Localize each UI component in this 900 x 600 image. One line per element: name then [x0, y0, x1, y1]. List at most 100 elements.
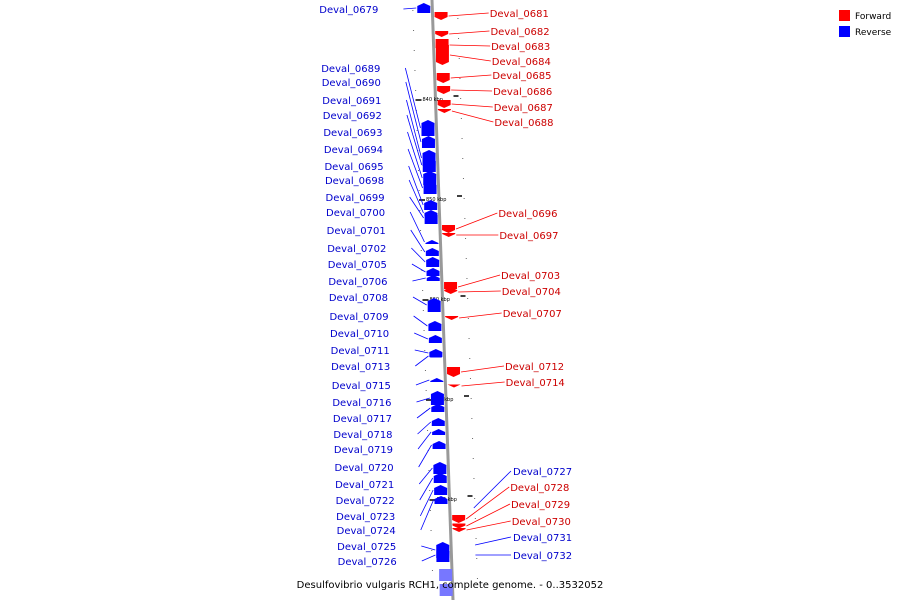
reverse-gene-label[interactable]: Deval_0731 [513, 533, 572, 544]
forward-gene-label[interactable]: Deval_0682 [490, 27, 549, 38]
reverse-gene[interactable] [425, 248, 439, 256]
forward-gene-label[interactable]: Deval_0684 [492, 57, 551, 68]
reverse-gene[interactable] [433, 462, 447, 474]
forward-gene[interactable] [452, 515, 466, 523]
forward-gene-label[interactable]: Deval_0728 [510, 483, 569, 494]
reverse-gene-label[interactable]: Deval_0721 [335, 480, 394, 491]
forward-gene-label[interactable]: Deval_0707 [503, 309, 562, 320]
reverse-gene[interactable] [426, 275, 440, 281]
reverse-gene[interactable] [439, 584, 453, 596]
reverse-gene[interactable] [433, 473, 447, 483]
reverse-gene[interactable] [417, 3, 431, 13]
reverse-gene[interactable] [439, 569, 453, 581]
reverse-gene[interactable] [424, 212, 438, 224]
forward-gene-label[interactable]: Deval_0681 [490, 9, 549, 20]
reverse-gene-label[interactable]: Deval_0701 [327, 226, 386, 237]
forward-gene[interactable] [435, 31, 449, 37]
reverse-gene[interactable] [428, 335, 442, 343]
reverse-gene[interactable] [426, 268, 440, 276]
forward-gene-label[interactable]: Deval_0688 [494, 118, 553, 129]
reverse-gene-label[interactable]: Deval_0694 [324, 145, 383, 156]
forward-gene[interactable] [444, 282, 458, 292]
reverse-gene[interactable] [432, 441, 446, 449]
reverse-gene-label[interactable]: Deval_0679 [319, 5, 378, 16]
reverse-gene-label[interactable]: Deval_0700 [326, 208, 385, 219]
forward-gene[interactable] [437, 109, 451, 113]
reverse-gene[interactable] [430, 391, 444, 405]
forward-gene[interactable] [445, 316, 459, 320]
reverse-gene-label[interactable]: Deval_0692 [323, 111, 382, 122]
reverse-gene-label[interactable]: Deval_0705 [328, 260, 387, 271]
reverse-gene-label[interactable]: Deval_0698 [325, 176, 384, 187]
reverse-gene-label[interactable]: Deval_0726 [338, 557, 397, 568]
forward-gene-label[interactable]: Deval_0697 [499, 231, 558, 242]
reverse-gene-label[interactable]: Deval_0722 [336, 496, 395, 507]
reverse-gene[interactable] [432, 429, 446, 435]
reverse-gene[interactable] [427, 298, 441, 312]
reverse-gene-label[interactable]: Deval_0713 [331, 362, 390, 373]
reverse-gene[interactable] [424, 200, 438, 210]
forward-gene-label[interactable]: Deval_0729 [511, 500, 570, 511]
reverse-gene[interactable] [421, 136, 435, 148]
forward-gene-label[interactable]: Deval_0703 [501, 271, 560, 282]
reverse-gene-label[interactable]: Deval_0695 [324, 162, 383, 173]
forward-gene-label[interactable]: Deval_0730 [512, 517, 571, 528]
reverse-gene[interactable] [430, 378, 444, 382]
forward-gene[interactable] [452, 523, 466, 529]
reverse-gene-label[interactable]: Deval_0720 [335, 463, 394, 474]
forward-gene[interactable] [434, 12, 448, 20]
reverse-gene[interactable] [428, 321, 442, 331]
reverse-gene-label[interactable]: Deval_0719 [334, 445, 393, 456]
reverse-gene[interactable] [434, 485, 448, 495]
reverse-gene-label[interactable]: Deval_0710 [330, 329, 389, 340]
reverse-gene[interactable] [423, 182, 437, 194]
forward-gene[interactable] [437, 86, 451, 94]
forward-gene[interactable] [436, 73, 450, 83]
reverse-gene[interactable] [429, 354, 443, 358]
reverse-gene-label[interactable]: Deval_0718 [333, 430, 392, 441]
reverse-gene[interactable] [431, 404, 445, 412]
forward-gene[interactable] [437, 100, 451, 108]
reverse-gene-label[interactable]: Deval_0715 [332, 381, 391, 392]
reverse-gene[interactable] [434, 496, 448, 504]
reverse-gene-label[interactable]: Deval_0706 [328, 277, 387, 288]
forward-gene-label[interactable]: Deval_0686 [493, 87, 552, 98]
reverse-gene-label[interactable]: Deval_0690 [322, 78, 381, 89]
forward-gene-label[interactable]: Deval_0712 [505, 362, 564, 373]
reverse-gene[interactable] [423, 171, 437, 185]
forward-gene[interactable] [442, 225, 456, 233]
reverse-gene-label[interactable]: Deval_0689 [321, 64, 380, 75]
reverse-gene-label[interactable]: Deval_0699 [326, 193, 385, 204]
reverse-gene-label[interactable]: Deval_0716 [332, 398, 391, 409]
reverse-gene-label[interactable]: Deval_0693 [323, 128, 382, 139]
reverse-gene-label[interactable]: Deval_0727 [513, 467, 572, 478]
forward-gene-label[interactable]: Deval_0714 [506, 378, 565, 389]
reverse-gene-label[interactable]: Deval_0725 [337, 542, 396, 553]
reverse-gene[interactable] [422, 158, 436, 172]
reverse-gene-label[interactable]: Deval_0732 [513, 551, 572, 562]
reverse-gene-label[interactable]: Deval_0702 [327, 244, 386, 255]
forward-gene-label[interactable]: Deval_0683 [491, 42, 550, 53]
forward-gene[interactable] [442, 233, 456, 237]
forward-gene-label[interactable]: Deval_0685 [492, 71, 551, 82]
reverse-gene-label[interactable]: Deval_0691 [322, 96, 381, 107]
reverse-gene-label[interactable]: Deval_0709 [329, 312, 388, 323]
forward-gene-label[interactable]: Deval_0687 [494, 103, 553, 114]
reverse-gene[interactable] [421, 120, 435, 136]
reverse-gene[interactable] [429, 349, 443, 357]
reverse-gene[interactable] [436, 548, 450, 562]
reverse-gene-label[interactable]: Deval_0723 [336, 512, 395, 523]
reverse-gene-label[interactable]: Deval_0724 [337, 526, 396, 537]
forward-gene[interactable] [447, 367, 461, 377]
forward-gene[interactable] [447, 384, 461, 388]
reverse-gene[interactable] [426, 257, 440, 267]
forward-gene[interactable] [444, 290, 458, 294]
reverse-gene-label[interactable]: Deval_0708 [329, 293, 388, 304]
forward-gene-label[interactable]: Deval_0704 [502, 287, 561, 298]
reverse-gene[interactable] [431, 418, 445, 426]
forward-gene[interactable] [435, 45, 449, 65]
forward-gene-label[interactable]: Deval_0696 [498, 209, 557, 220]
forward-gene[interactable] [452, 528, 466, 532]
reverse-gene[interactable] [425, 240, 439, 244]
reverse-gene-label[interactable]: Deval_0711 [331, 346, 390, 357]
